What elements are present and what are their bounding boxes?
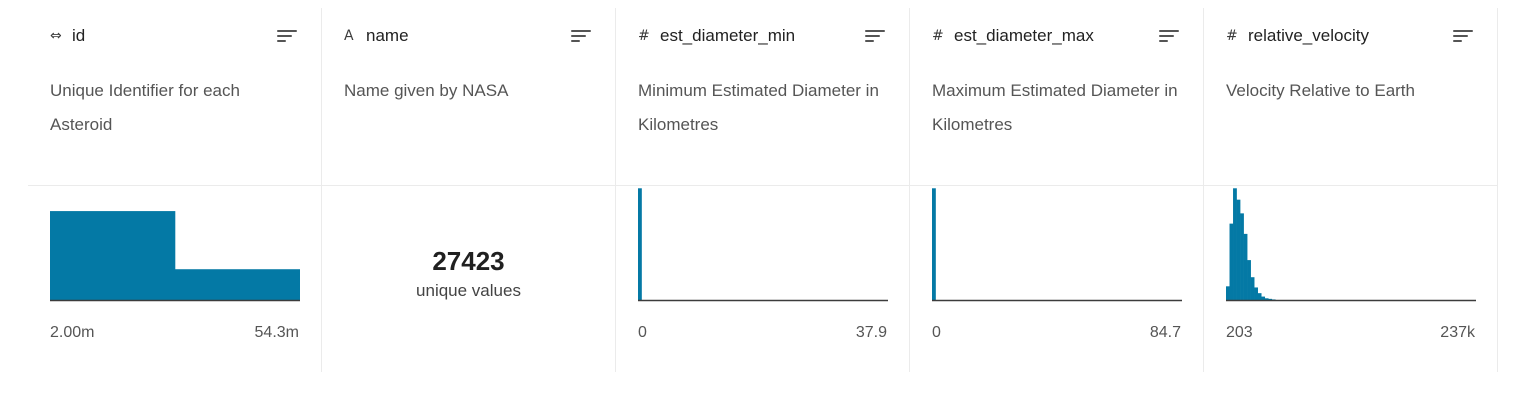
histogram-bar[interactable] — [50, 211, 176, 300]
column-summary-table: ⇔ id Unique Identifier for each Asteroid… — [28, 8, 1498, 372]
column-stats: 0 84.7 — [910, 186, 1203, 372]
histogram-bar[interactable] — [1257, 293, 1262, 300]
range-max: 237k — [1440, 324, 1475, 341]
range-min: 0 — [638, 324, 647, 341]
column-header: # est_diameter_min Minimum Estimated Dia… — [616, 8, 909, 186]
unique-label: unique values — [416, 281, 521, 300]
histogram-bar[interactable] — [1268, 298, 1273, 300]
column-stats: 0 37.9 — [616, 186, 909, 372]
sort-icon[interactable] — [1451, 27, 1475, 45]
column-stats: 203 237k — [1204, 186, 1497, 372]
histogram-bar[interactable] — [932, 188, 936, 300]
unique-values-summary: 27423 unique values — [322, 246, 615, 301]
column-title[interactable]: name — [366, 26, 409, 45]
sort-icon[interactable] — [1157, 27, 1181, 45]
sort-icon[interactable] — [275, 27, 299, 45]
column-relative-velocity: # relative_velocity Velocity Relative to… — [1204, 8, 1498, 372]
histogram[interactable] — [50, 186, 300, 336]
histogram-bar[interactable] — [1264, 298, 1269, 300]
key-icon: ⇔ — [50, 28, 62, 44]
histogram-bar[interactable] — [175, 269, 300, 300]
column-description: Name given by NASA — [344, 81, 509, 100]
sort-icon[interactable] — [569, 27, 593, 45]
column-title[interactable]: est_diameter_min — [660, 26, 796, 45]
column-title[interactable]: relative_velocity — [1248, 26, 1369, 45]
column-description: Maximum Estimated Diameter in Kilometres — [932, 81, 1178, 134]
histogram-bar[interactable] — [1254, 287, 1258, 300]
number-type-icon: # — [1226, 28, 1238, 44]
column-header: # est_diameter_max Maximum Estimated Dia… — [910, 8, 1203, 186]
histogram-bar[interactable] — [1240, 213, 1244, 300]
range-labels: 203 237k — [1226, 324, 1475, 346]
histogram-bar[interactable] — [1243, 233, 1248, 300]
range-min: 0 — [932, 324, 941, 341]
histogram-bar[interactable] — [1250, 277, 1255, 300]
column-title[interactable]: id — [72, 26, 86, 45]
histogram-bar[interactable] — [1226, 286, 1230, 300]
number-type-icon: # — [638, 28, 650, 44]
column-header: # relative_velocity Velocity Relative to… — [1204, 8, 1497, 186]
column-stats: 27423 unique values — [322, 186, 615, 372]
histogram-bar[interactable] — [1261, 296, 1266, 300]
histogram-bar[interactable] — [638, 188, 642, 300]
histogram[interactable] — [932, 186, 1182, 336]
column-header: A name Name given by NASA — [322, 8, 615, 186]
unique-count: 27423 — [432, 246, 505, 276]
column-description: Velocity Relative to Earth — [1226, 81, 1415, 100]
range-labels: 0 84.7 — [932, 324, 1181, 346]
range-min: 2.00m — [50, 324, 95, 341]
histogram[interactable] — [638, 186, 888, 336]
number-type-icon: # — [932, 28, 944, 44]
column-est-diameter-min: # est_diameter_min Minimum Estimated Dia… — [616, 8, 910, 372]
column-name: A name Name given by NASA 27423 unique v… — [322, 8, 616, 372]
column-description: Minimum Estimated Diameter in Kilometres — [638, 81, 879, 134]
column-description: Unique Identifier for each Asteroid — [50, 81, 240, 134]
histogram[interactable] — [1226, 186, 1476, 336]
histogram-bar[interactable] — [1247, 260, 1251, 300]
column-est-diameter-max: # est_diameter_max Maximum Estimated Dia… — [910, 8, 1204, 372]
range-max: 37.9 — [855, 324, 887, 341]
column-title[interactable]: est_diameter_max — [954, 26, 1094, 45]
column-header: ⇔ id Unique Identifier for each Asteroid — [28, 8, 321, 186]
column-stats: 2.00m 54.3m — [28, 186, 321, 372]
histogram-bar[interactable] — [1233, 188, 1237, 300]
histogram-bar[interactable] — [1236, 199, 1241, 300]
range-min: 203 — [1226, 324, 1253, 341]
range-labels: 0 37.9 — [638, 324, 887, 346]
histogram-bar[interactable] — [1229, 223, 1234, 300]
histogram-bar[interactable] — [1271, 299, 1276, 300]
column-id: ⇔ id Unique Identifier for each Asteroid… — [28, 8, 322, 372]
range-max: 54.3m — [254, 324, 299, 341]
text-type-icon: A — [344, 28, 354, 44]
range-labels: 2.00m 54.3m — [50, 324, 299, 346]
range-max: 84.7 — [1149, 324, 1181, 341]
sort-icon[interactable] — [863, 27, 887, 45]
